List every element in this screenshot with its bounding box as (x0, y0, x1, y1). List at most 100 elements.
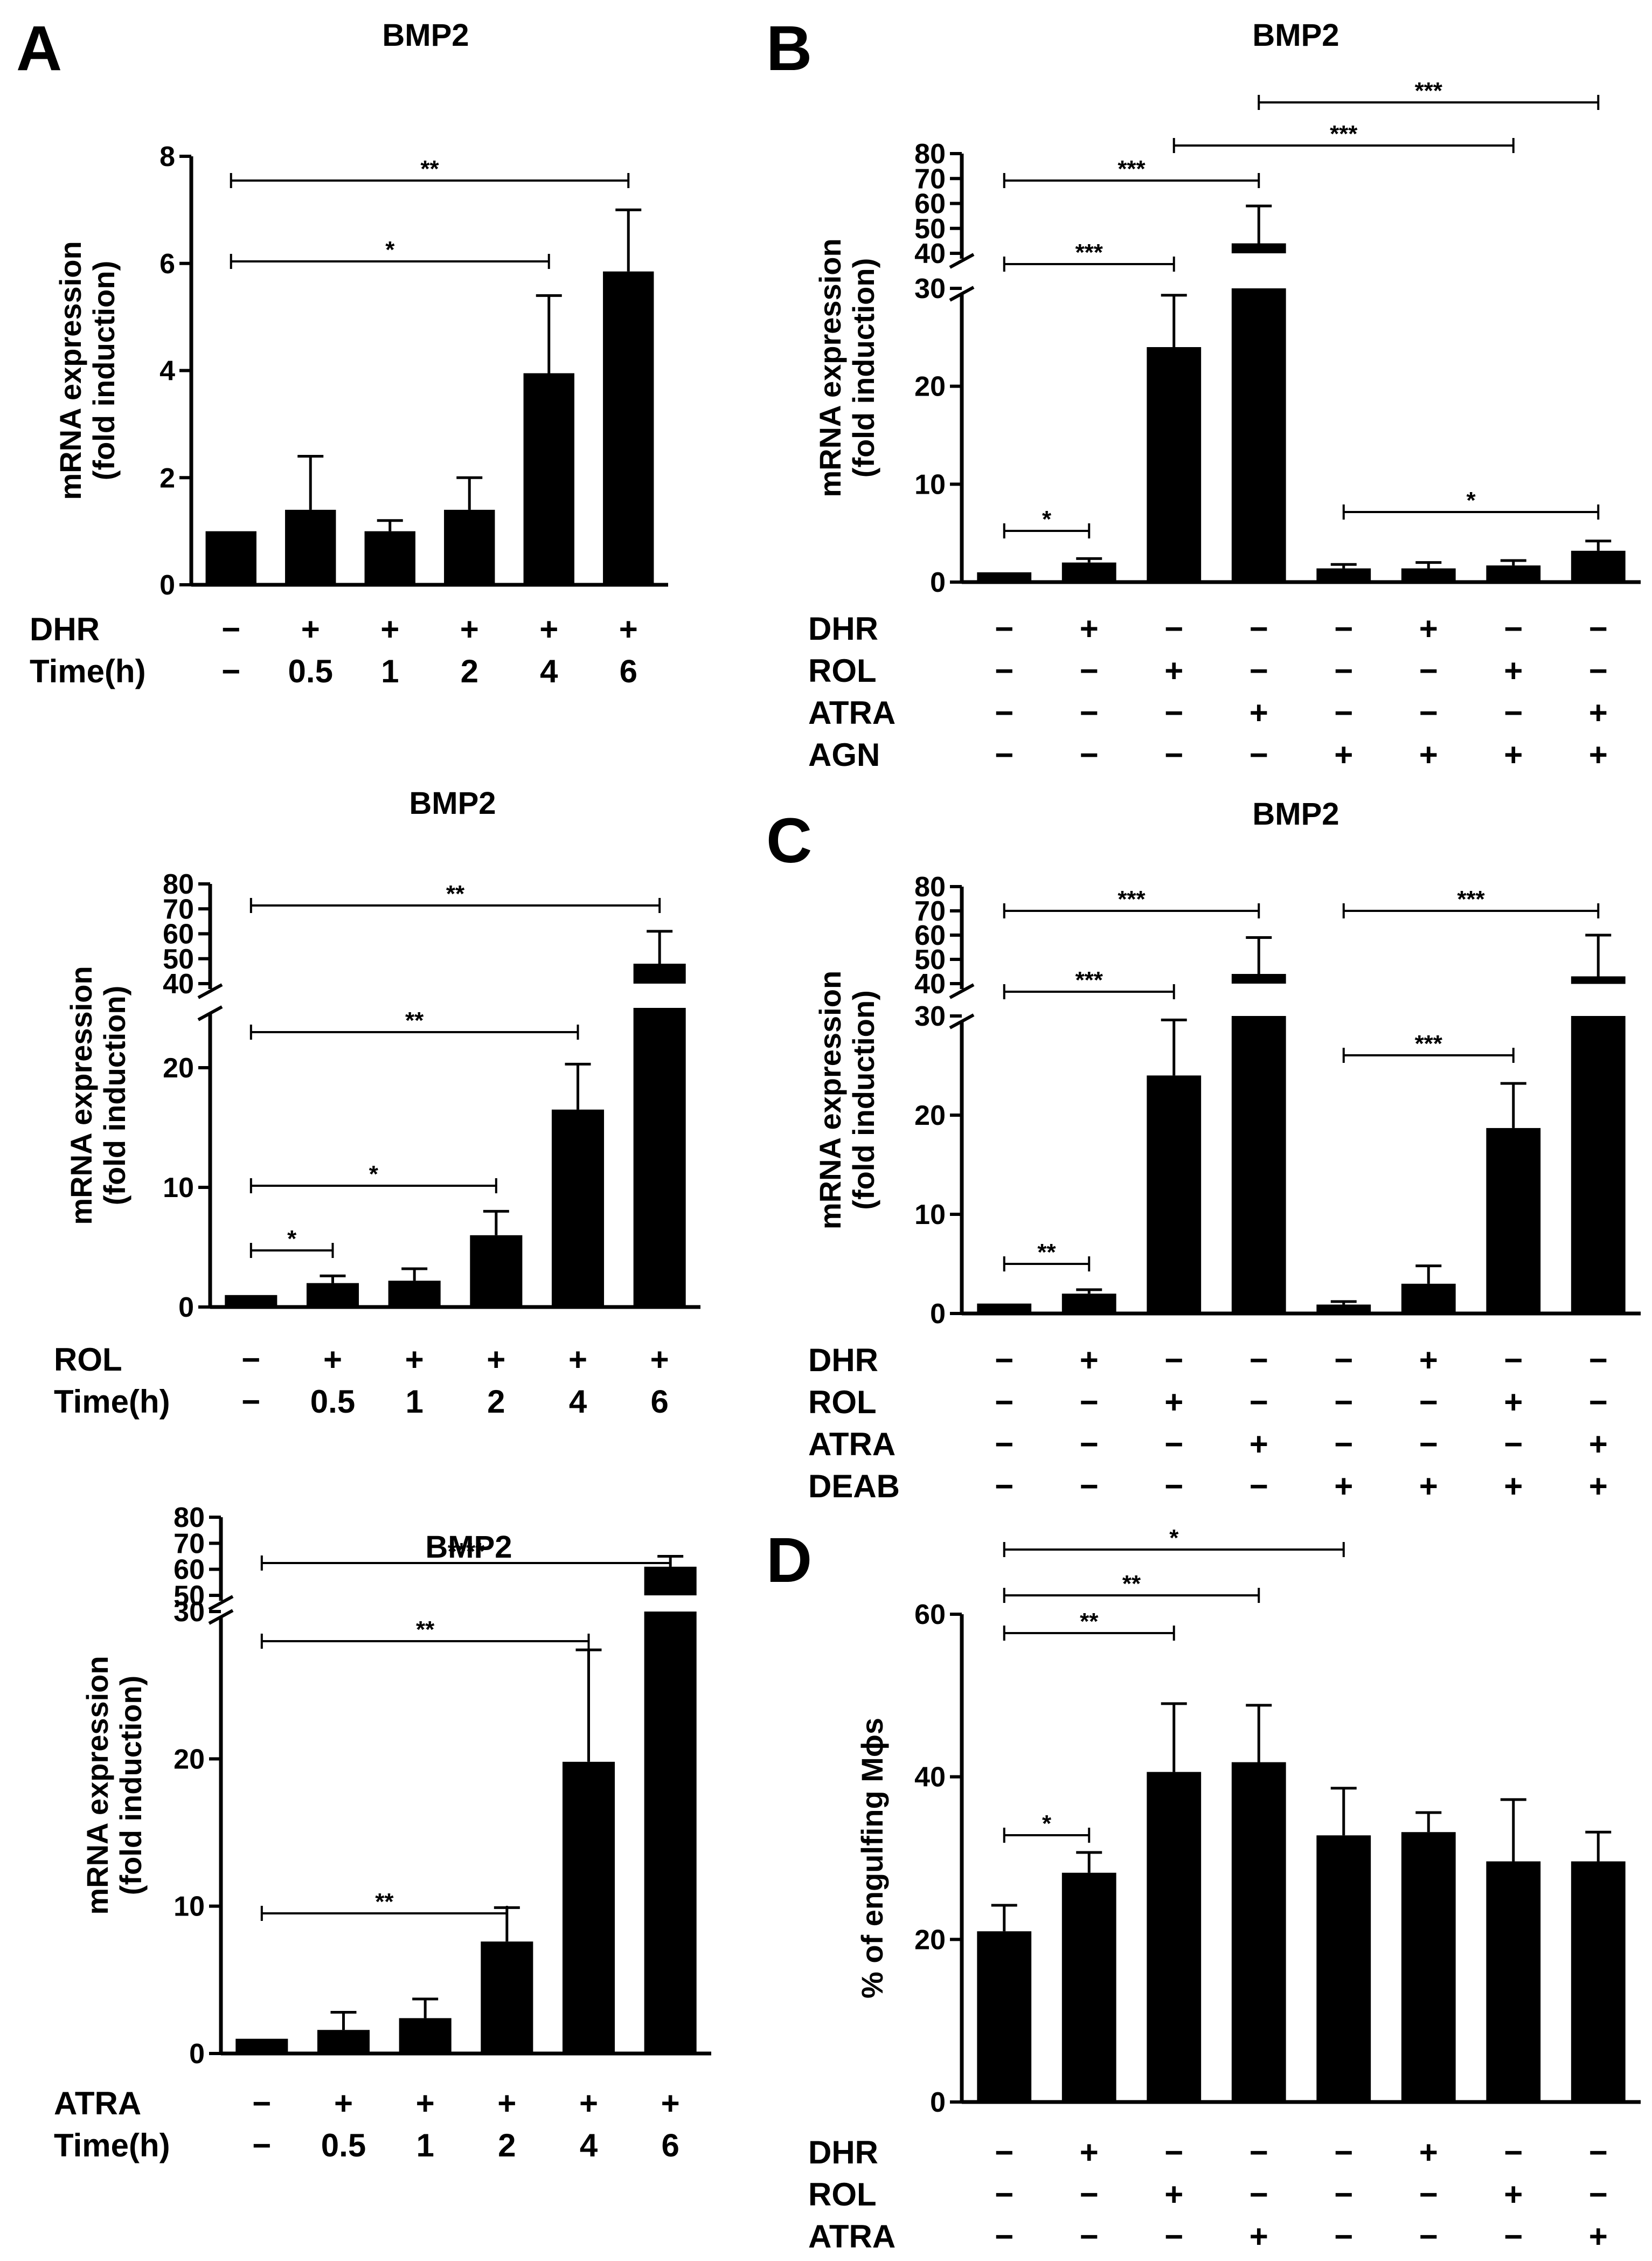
axis-break-mark (949, 286, 975, 302)
axis-break-mark (197, 1005, 223, 1021)
condition-symbol: − (1419, 695, 1438, 731)
y-tick-label: 40 (914, 1762, 946, 1793)
bar (1061, 1294, 1116, 1313)
condition-symbol: − (1250, 1468, 1268, 1504)
y-tick-label: 30 (173, 1596, 205, 1628)
condition-symbol: − (1080, 737, 1099, 773)
condition-symbol: + (1504, 2176, 1523, 2212)
sig-label: ** (375, 1889, 394, 1915)
y-tick-label: 80 (914, 139, 946, 170)
chart-title: BMP2 (1252, 797, 1339, 832)
sig-label: * (1042, 506, 1052, 533)
bar (285, 509, 336, 585)
bar (1486, 1128, 1541, 1313)
bar (1571, 1016, 1626, 1313)
bar (977, 572, 1032, 582)
condition-symbol: − (1334, 611, 1353, 647)
bar (1316, 1835, 1371, 2102)
condition-label: ATRA (808, 1426, 896, 1462)
condition-symbol: − (1419, 1384, 1438, 1420)
condition-symbol: 2 (498, 2127, 516, 2163)
condition-symbol: − (1504, 1426, 1523, 1462)
condition-symbol: − (1080, 2218, 1099, 2255)
condition-symbol: + (1419, 1468, 1438, 1504)
bar (1231, 1016, 1286, 1313)
condition-label: ATRA (808, 2218, 896, 2255)
condition-symbol: + (1164, 653, 1183, 689)
condition-symbol: − (1250, 2176, 1268, 2212)
condition-symbol: 1 (416, 2127, 434, 2163)
bar (470, 1235, 523, 1307)
condition-symbol: + (1504, 653, 1523, 689)
y-axis-label-line: % of engulfing Mϕs (855, 1718, 889, 1999)
y-tick-label: 60 (914, 1599, 946, 1630)
condition-symbol: 1 (381, 653, 399, 689)
sig-label: *** (1117, 886, 1146, 912)
condition-symbol: − (1589, 1384, 1608, 1420)
y-tick-label: 70 (914, 896, 946, 927)
y-tick-label: 0 (930, 2087, 946, 2118)
bar (977, 1303, 1032, 1313)
y-axis-label-line: mRNA expression (813, 238, 847, 497)
condition-symbol: + (334, 2085, 353, 2121)
condition-symbol: + (650, 1342, 669, 1378)
condition-label: DEAB (808, 1468, 900, 1504)
panel-letter-c: C (766, 805, 812, 876)
condition-symbol: − (1164, 1468, 1183, 1504)
y-axis-label-line: mRNA expression (80, 1656, 114, 1914)
condition-symbol: − (1419, 2176, 1438, 2212)
condition-symbol: − (1080, 1426, 1099, 1462)
y-tick-label: 20 (173, 1744, 205, 1775)
sig-label: ** (416, 1616, 435, 1643)
condition-symbol: − (1419, 2218, 1438, 2255)
condition-symbol: − (995, 2218, 1014, 2255)
condition-symbol: + (1589, 1468, 1608, 1504)
condition-symbol: + (1250, 1426, 1268, 1462)
y-axis-label: mRNA expression(fold induction) (80, 1656, 148, 1914)
condition-symbol: − (1164, 611, 1183, 647)
condition-symbol: − (1250, 611, 1268, 647)
condition-symbol: + (1589, 2218, 1608, 2255)
y-tick-label: 70 (173, 1528, 205, 1559)
condition-symbol: + (323, 1342, 342, 1378)
bar (1401, 1832, 1456, 2102)
condition-symbol: 6 (620, 653, 637, 689)
y-axis-label-line: mRNA expression (53, 241, 87, 500)
condition-symbol: − (1080, 1468, 1099, 1504)
y-tick-label: 0 (178, 1292, 194, 1323)
condition-label: ROL (54, 1342, 122, 1378)
sig-label: *** (1075, 239, 1103, 266)
y-tick-label: 2 (159, 462, 175, 494)
condition-symbol: + (1504, 737, 1523, 773)
chart-b: BMP2 mRNA expression(fold induction) 40506… (808, 18, 1641, 773)
condition-symbol: − (1334, 1342, 1353, 1378)
condition-symbol: − (995, 737, 1014, 773)
y-tick-label: 0 (189, 2038, 205, 2070)
condition-label: AGN (808, 737, 880, 773)
condition-symbol: + (301, 611, 320, 647)
condition-symbol: − (1504, 695, 1523, 731)
condition-symbol: 4 (580, 2127, 598, 2163)
panel-letter-d: D (766, 1525, 812, 1596)
bar (1316, 1304, 1371, 1313)
bar (1147, 347, 1202, 582)
panel-letter-a: A (16, 13, 62, 84)
condition-symbol: − (995, 695, 1014, 731)
bar (1571, 550, 1626, 582)
bar (562, 1761, 615, 2053)
bar (1486, 565, 1541, 582)
axis-break-mark (208, 1595, 234, 1611)
condition-symbol: 4 (540, 653, 558, 689)
chart-title: BMP2 (382, 18, 469, 53)
y-tick-label: 60 (163, 919, 194, 950)
condition-symbol: − (1334, 2134, 1353, 2170)
sig-label: ** (446, 881, 465, 907)
condition-symbol: − (1334, 2176, 1353, 2212)
condition-symbol: − (995, 2134, 1014, 2170)
bar (1231, 288, 1286, 582)
y-axis-label-line: (fold induction) (98, 986, 131, 1205)
y-tick-label: 80 (173, 1502, 205, 1533)
condition-symbol: − (995, 1468, 1014, 1504)
condition-symbol: − (1250, 1384, 1268, 1420)
